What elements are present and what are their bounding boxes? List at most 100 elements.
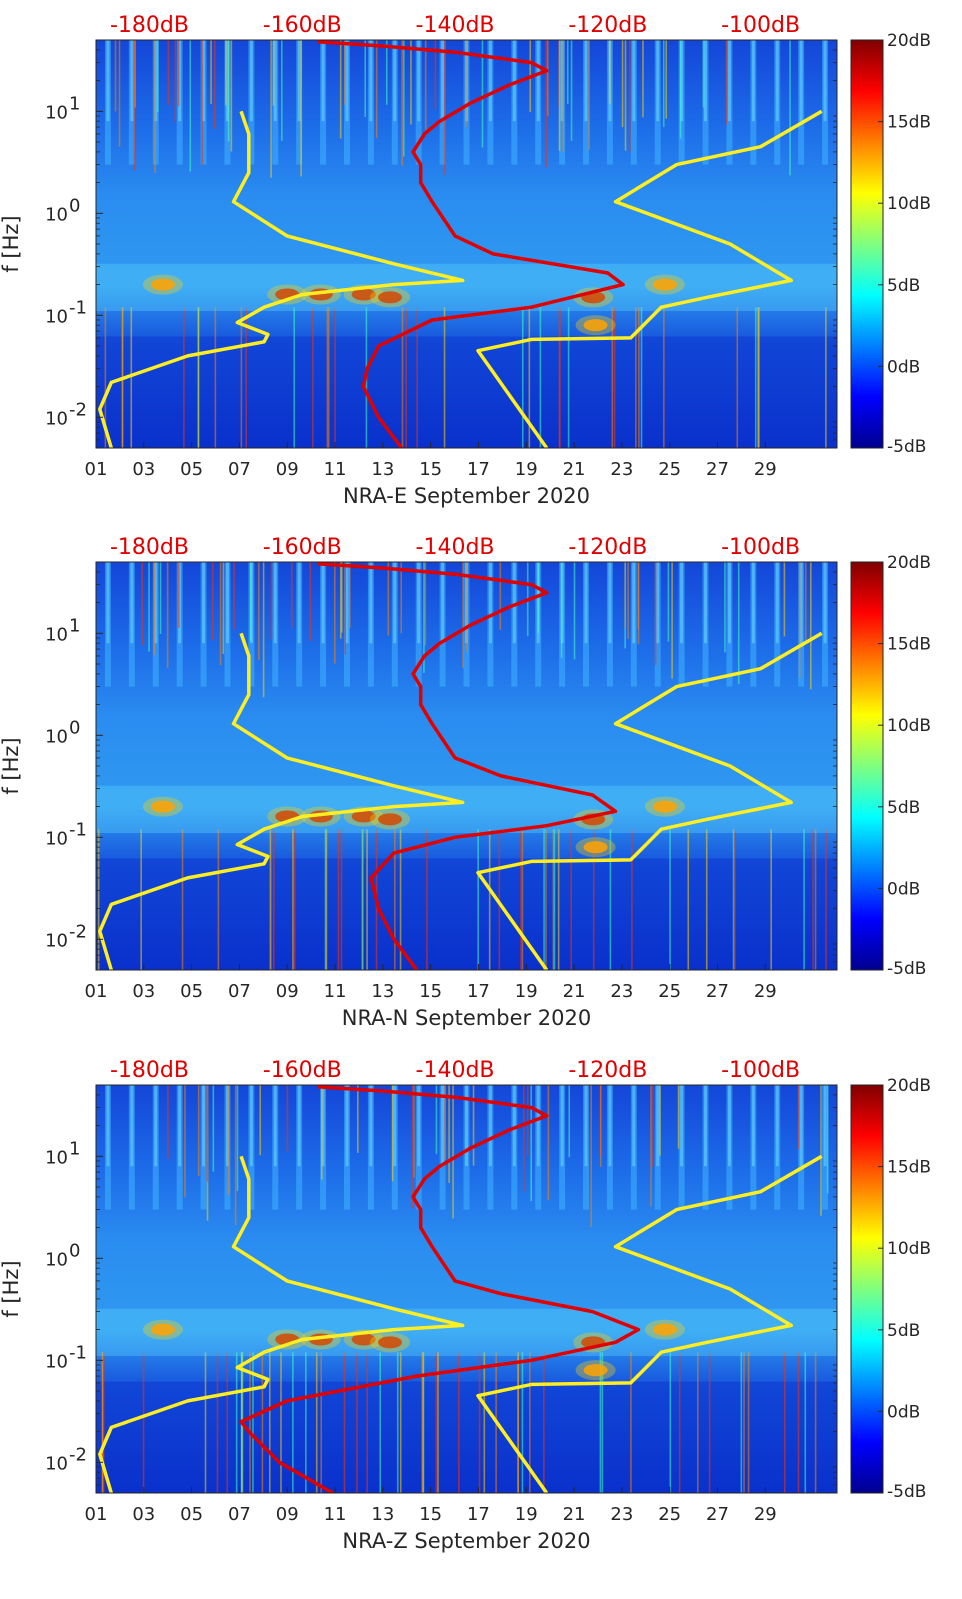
spectrogram-image bbox=[96, 1085, 837, 1493]
top-db-label: -160dB bbox=[263, 13, 342, 38]
top-db-label: -100dB bbox=[721, 13, 800, 38]
x-tick-label: 29 bbox=[754, 981, 777, 1002]
colorbar-label: 0dB bbox=[887, 1402, 920, 1422]
top-db-label: -160dB bbox=[263, 535, 342, 560]
x-tick-label: 11 bbox=[324, 1504, 347, 1525]
top-db-label: -120dB bbox=[568, 13, 647, 38]
spectrogram-image bbox=[96, 40, 837, 448]
colorbar-label: 20dB bbox=[887, 1076, 931, 1096]
colorbar-label: -5dB bbox=[887, 959, 926, 979]
y-tick-label: 10 bbox=[45, 204, 68, 225]
x-tick-label: 23 bbox=[610, 1504, 633, 1525]
y-tick-label: 10 bbox=[45, 726, 68, 747]
colorbar-label: 20dB bbox=[887, 31, 931, 51]
y-tick-label: 10 bbox=[45, 1249, 68, 1270]
curve-noise-model-1 bbox=[476, 631, 823, 970]
y-tick-label: 10 bbox=[45, 624, 68, 645]
colorbar-label: -5dB bbox=[887, 1482, 926, 1502]
y-tick-exponent: -2 bbox=[69, 1444, 87, 1465]
x-tick-label: 21 bbox=[563, 1504, 586, 1525]
y-tick-exponent: -2 bbox=[69, 921, 87, 942]
x-tick-label: 29 bbox=[754, 1504, 777, 1525]
x-tick-label: 09 bbox=[276, 1504, 299, 1525]
x-tick-label: 17 bbox=[467, 1504, 490, 1525]
panel-nra-e: 01 03 05 07 09 11 13 15 17 19 21 23 25 27 2910-210-110… bbox=[0, 13, 931, 508]
curve-noise-model-0 bbox=[98, 110, 465, 448]
x-tick-label: 13 bbox=[371, 981, 394, 1002]
top-db-label: -140dB bbox=[416, 1058, 495, 1083]
y-tick-label: 10 bbox=[45, 1147, 68, 1168]
curve-noise-model-0 bbox=[98, 632, 465, 970]
x-tick-label: 15 bbox=[419, 981, 442, 1002]
x-tick-label: 19 bbox=[515, 1504, 538, 1525]
y-axis-title: f [Hz] bbox=[0, 1260, 23, 1317]
x-tick-label: 27 bbox=[706, 459, 729, 480]
top-db-label: -120dB bbox=[568, 535, 647, 560]
top-db-label: -100dB bbox=[721, 535, 800, 560]
x-tick-label: 07 bbox=[228, 981, 251, 1002]
x-tick-label: 07 bbox=[228, 1504, 251, 1525]
curve-noise-model-0 bbox=[98, 1155, 465, 1493]
x-tick-label: 23 bbox=[610, 981, 633, 1002]
colorbar-label: -5dB bbox=[887, 437, 926, 457]
curve-median-psd bbox=[239, 1085, 641, 1493]
x-tick-label: 09 bbox=[276, 459, 299, 480]
y-tick-exponent: -1 bbox=[69, 1342, 87, 1363]
x-tick-label: 09 bbox=[276, 981, 299, 1002]
y-tick-exponent: 0 bbox=[69, 717, 80, 738]
colorbar-label: 5dB bbox=[887, 276, 920, 296]
x-tick-label: 27 bbox=[706, 1504, 729, 1525]
x-tick-label: 15 bbox=[419, 459, 442, 480]
colorbar-label: 10dB bbox=[887, 1239, 931, 1259]
curve-median-psd bbox=[317, 562, 618, 970]
x-axis-title: NRA-Z September 2020 bbox=[342, 1529, 590, 1553]
y-tick-exponent: 1 bbox=[69, 93, 80, 114]
colorbar-label: 5dB bbox=[887, 798, 920, 818]
y-tick-exponent: 0 bbox=[69, 195, 80, 216]
top-db-label: -100dB bbox=[721, 1058, 800, 1083]
x-tick-label: 21 bbox=[563, 459, 586, 480]
x-tick-label: 19 bbox=[515, 459, 538, 480]
x-tick-label: 23 bbox=[610, 459, 633, 480]
y-tick-exponent: 1 bbox=[69, 615, 80, 636]
top-db-label: -140dB bbox=[416, 535, 495, 560]
colorbar-label: 0dB bbox=[887, 879, 920, 899]
colorbar-label: 10dB bbox=[887, 194, 931, 214]
colorbar-label: 15dB bbox=[887, 635, 931, 655]
x-tick-label: 21 bbox=[563, 981, 586, 1002]
x-tick-label: 11 bbox=[324, 981, 347, 1002]
curve-noise-model-1 bbox=[476, 109, 823, 448]
spectrogram-image bbox=[96, 562, 837, 970]
colorbar-label: 15dB bbox=[887, 113, 931, 133]
colorbar-label: 5dB bbox=[887, 1321, 920, 1341]
x-tick-label: 25 bbox=[658, 1504, 681, 1525]
y-axis-title: f [Hz] bbox=[0, 737, 23, 794]
colorbar-label: 0dB bbox=[887, 357, 920, 377]
x-tick-label: 15 bbox=[419, 1504, 442, 1525]
x-tick-label: 03 bbox=[132, 1504, 155, 1525]
panel-nra-z: 01 03 05 07 09 11 13 15 17 19 21 23 25 27 2910-210-110… bbox=[0, 1058, 931, 1553]
x-axis-title: NRA-N September 2020 bbox=[342, 1006, 592, 1030]
x-tick-label: 05 bbox=[180, 459, 203, 480]
x-tick-label: 19 bbox=[515, 981, 538, 1002]
x-tick-label: 25 bbox=[658, 981, 681, 1002]
colorbar bbox=[850, 561, 884, 971]
y-tick-exponent: -1 bbox=[69, 819, 87, 840]
x-tick-label: 05 bbox=[180, 981, 203, 1002]
y-tick-label: 10 bbox=[45, 930, 68, 951]
y-axis-title: f [Hz] bbox=[0, 215, 23, 272]
x-tick-label: 01 bbox=[85, 459, 108, 480]
y-tick-label: 10 bbox=[45, 828, 68, 849]
x-tick-label: 01 bbox=[85, 1504, 108, 1525]
top-db-label: -180dB bbox=[110, 1058, 189, 1083]
y-tick-exponent: -1 bbox=[69, 297, 87, 318]
x-tick-label: 13 bbox=[371, 459, 394, 480]
x-tick-label: 25 bbox=[658, 459, 681, 480]
curve-noise-model-1 bbox=[476, 1154, 823, 1493]
top-db-label: -180dB bbox=[110, 13, 189, 38]
x-tick-label: 27 bbox=[706, 981, 729, 1002]
colorbar-label: 10dB bbox=[887, 716, 931, 736]
x-tick-label: 01 bbox=[85, 981, 108, 1002]
y-tick-label: 10 bbox=[45, 1351, 68, 1372]
